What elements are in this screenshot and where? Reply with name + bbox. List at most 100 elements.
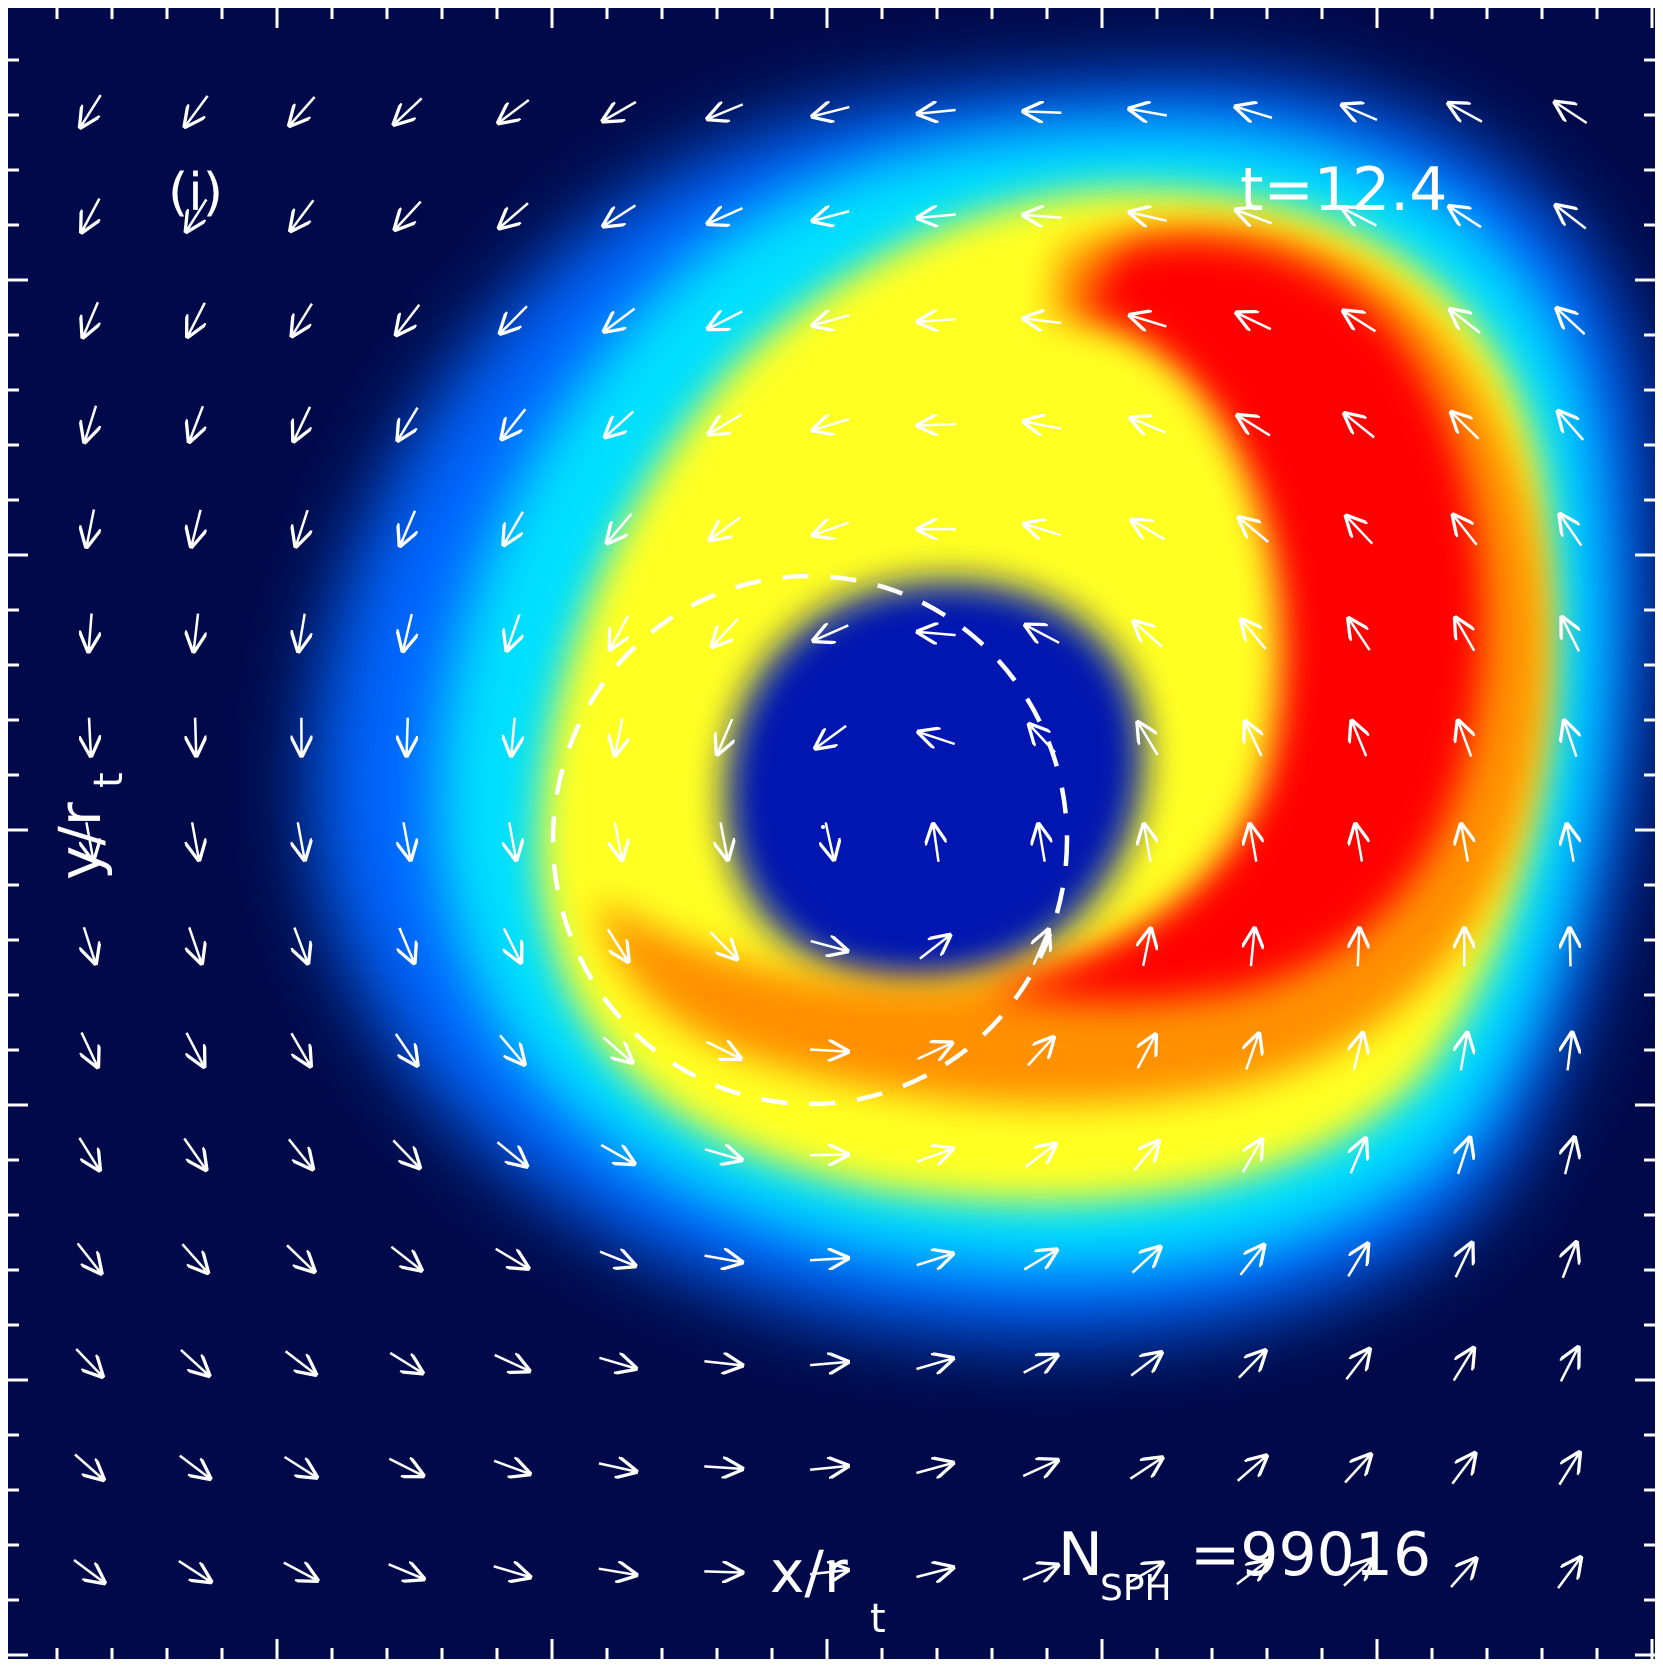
velocity-arrow xyxy=(1235,312,1272,329)
velocity-arrow xyxy=(76,1242,103,1275)
velocity-arrow xyxy=(1234,209,1273,223)
velocity-arrow xyxy=(1461,1031,1468,1071)
velocity-arrow xyxy=(289,199,315,232)
velocity-arrow xyxy=(1343,412,1375,439)
velocity-arrow xyxy=(1129,1562,1165,1584)
velocity-arrow xyxy=(389,1351,424,1374)
velocity-arrow xyxy=(708,516,742,541)
velocity-arrow xyxy=(1038,822,1045,862)
velocity-arrow xyxy=(1454,616,1476,652)
velocity-arrow xyxy=(1553,101,1588,125)
velocity-arrow xyxy=(1130,519,1166,541)
velocity-arrow xyxy=(602,1036,634,1064)
velocity-arrow xyxy=(704,1571,744,1572)
velocity-arrow xyxy=(810,941,850,951)
velocity-arrow xyxy=(1355,822,1362,862)
velocity-arrow xyxy=(189,926,202,965)
velocity-arrow xyxy=(283,1563,319,1582)
velocity-arrow xyxy=(933,822,939,862)
velocity-arrow xyxy=(1144,822,1151,862)
velocity-arrow xyxy=(1027,1036,1055,1067)
velocity-arrow xyxy=(192,822,199,861)
velocity-arrow xyxy=(1567,822,1574,862)
velocity-arrow xyxy=(1340,104,1378,120)
velocity-arrow xyxy=(1343,1558,1373,1587)
velocity-arrow xyxy=(809,1362,850,1365)
velocity-arrow xyxy=(511,717,515,758)
velocity-arrow xyxy=(1022,1564,1060,1579)
velocity-arrow xyxy=(1452,513,1478,546)
velocity-arrow xyxy=(293,406,310,443)
velocity-arrow xyxy=(1345,515,1374,545)
velocity-arrow xyxy=(1246,1032,1259,1070)
velocity-arrow xyxy=(615,717,623,757)
velocity-arrow xyxy=(601,100,637,122)
velocity-arrow xyxy=(1558,1451,1580,1486)
velocity-arrow xyxy=(82,1031,99,1069)
velocity-arrow xyxy=(1561,616,1579,652)
velocity-arrow xyxy=(917,1042,954,1059)
velocity-arrow xyxy=(1239,1243,1266,1276)
velocity-arrow xyxy=(1238,516,1270,543)
velocity-arrow xyxy=(1447,102,1483,123)
y-axis-label-subscript: t xyxy=(86,772,132,788)
velocity-arrow xyxy=(1458,1136,1470,1175)
velocity-arrow xyxy=(599,1252,637,1267)
velocity-arrow xyxy=(811,211,850,221)
velocity-arrow xyxy=(1138,1033,1157,1069)
velocity-arrow xyxy=(809,1050,850,1052)
velocity-arrow xyxy=(388,1459,425,1477)
velocity-arrow xyxy=(1133,1139,1160,1172)
velocity-arrow xyxy=(1554,204,1587,230)
velocity-arrow xyxy=(1236,414,1271,437)
velocity-arrow xyxy=(716,718,732,756)
velocity-arrow xyxy=(390,1245,423,1272)
velocity-arrow xyxy=(193,613,198,654)
time-label: t=12.4 xyxy=(1240,155,1447,225)
velocity-arrow xyxy=(1457,719,1471,757)
velocity-arrow xyxy=(187,1032,205,1069)
velocity-arrow xyxy=(501,408,527,440)
velocity-arrow xyxy=(711,617,739,648)
velocity-arrow xyxy=(89,717,91,758)
velocity-arrow xyxy=(1450,411,1480,440)
particle-count-value: =99016 xyxy=(1190,1520,1431,1590)
y-axis-label-main: y/r xyxy=(46,802,114,880)
velocity-arrow xyxy=(498,202,529,229)
velocity-arrow xyxy=(1127,109,1168,116)
velocity-arrow xyxy=(1234,106,1273,118)
velocity-arrow xyxy=(291,302,313,338)
velocity-arrow xyxy=(812,625,849,641)
velocity-arrow xyxy=(1452,1346,1475,1382)
velocity-arrow xyxy=(179,1454,212,1480)
velocity-arrow xyxy=(704,1256,744,1263)
velocity-arrow xyxy=(74,1453,105,1481)
velocity-arrow xyxy=(916,110,956,114)
velocity-arrow xyxy=(1236,1560,1269,1586)
velocity-arrow xyxy=(88,613,91,654)
velocity-arrow xyxy=(1555,307,1586,336)
velocity-arrow xyxy=(809,1570,850,1574)
velocity-arrow xyxy=(721,822,729,861)
velocity-arrow xyxy=(1022,421,1062,429)
velocity-arrow xyxy=(1240,618,1267,650)
velocity-arrow xyxy=(704,1149,743,1160)
velocity-arrow xyxy=(399,510,415,548)
velocity-arrow xyxy=(294,927,308,965)
velocity-arrow xyxy=(388,1564,426,1579)
velocity-arrow xyxy=(1565,1136,1575,1175)
velocity-arrow xyxy=(917,731,956,744)
velocity-arrow xyxy=(615,822,622,861)
velocity-arrow xyxy=(916,215,956,219)
panel-label: (i) xyxy=(168,163,223,223)
velocity-arrow xyxy=(185,198,208,233)
velocity-arrow xyxy=(1251,926,1255,967)
velocity-arrow xyxy=(394,1033,419,1067)
velocity-arrow xyxy=(709,931,738,961)
y-axis-label: y/r t xyxy=(46,772,132,880)
velocity-arrow xyxy=(81,198,100,234)
velocity-arrow xyxy=(509,822,516,861)
velocity-arrow xyxy=(814,724,847,750)
tick-marks xyxy=(8,8,1655,1659)
particle-count-label: N SPH =99016 xyxy=(1058,1520,1431,1609)
